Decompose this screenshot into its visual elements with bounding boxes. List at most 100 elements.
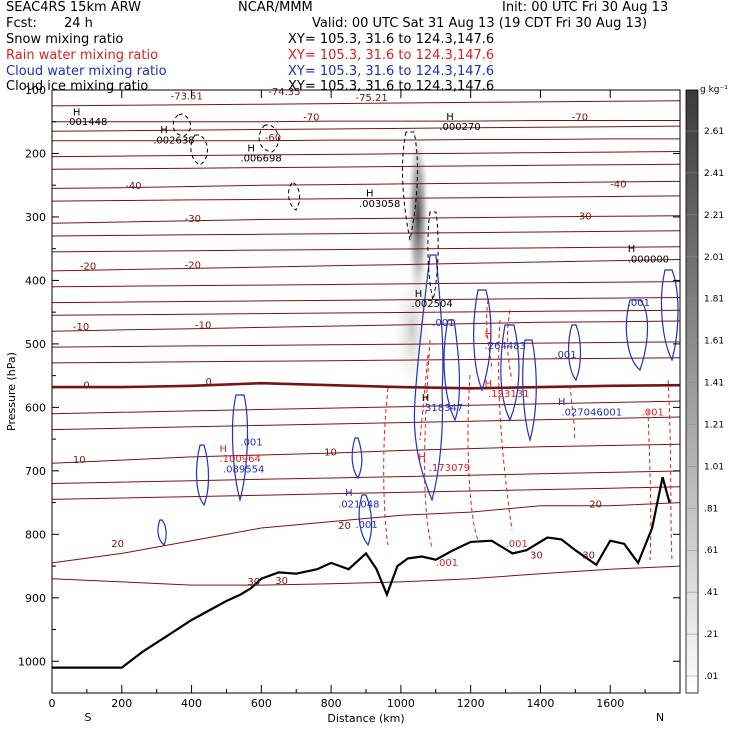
terrain-line [52, 476, 671, 669]
field-xy-rain: XY= 105.3, 31.6 to 124.3,147.6 [288, 48, 495, 63]
contour-label: .002638 [153, 135, 194, 146]
contour-label: 30 [582, 550, 595, 561]
contour-label: H [415, 289, 423, 300]
contour-label: .001 [356, 520, 378, 531]
x-tick-label: 1200 [457, 697, 485, 710]
isotherm-line [51, 281, 681, 288]
valid-time: Valid: 00 UTC Sat 31 Aug 13 (19 CDT Fri … [312, 16, 648, 31]
isotherm-0 [52, 381, 681, 390]
contour-label: H [485, 379, 493, 390]
colorbar-tick-label: 1.21 [704, 420, 724, 430]
isotherm--30 [51, 215, 681, 224]
contour-label: -40 [610, 180, 626, 191]
colorbar-tick-label: 2.41 [704, 169, 724, 179]
y-tick-label: 200 [25, 147, 46, 160]
contour-label: .003058 [359, 199, 400, 210]
contour-label: -73.51 [171, 92, 203, 103]
contour-label: -40 [125, 181, 141, 192]
y-tick-label: 100 [25, 84, 46, 97]
contour-label: H [160, 125, 168, 136]
contour-label: -20 [185, 260, 201, 271]
colorbar-tick-label: .21 [704, 630, 718, 640]
isotherm-line [51, 309, 681, 316]
colorbar-tick-label: 1.81 [704, 295, 724, 305]
contour-label: -75.21 [356, 93, 388, 104]
contour-label: H [220, 444, 228, 455]
contour-label: .001 [432, 318, 454, 329]
isotherm-10 [51, 443, 681, 464]
isotherm-30 [51, 565, 681, 586]
contour-label: -60 [265, 133, 281, 144]
cloud-ice-contour [258, 124, 301, 211]
contour-label: .001 [436, 558, 458, 569]
contour-label: H [366, 189, 374, 200]
contour-label: H [558, 397, 566, 408]
contour-label: .001 [642, 408, 664, 419]
contour-label: .021048 [338, 500, 379, 511]
cloud-ice-contour [402, 131, 418, 241]
isotherm--10 [51, 320, 681, 332]
isotherm-line [51, 416, 681, 431]
rain-contour [383, 319, 513, 549]
contour-label: .000270 [439, 122, 480, 133]
contour-label: 30 [530, 550, 543, 561]
y-tick-label: 400 [25, 274, 46, 287]
colorbar-tick-label: 2.01 [704, 253, 724, 263]
isotherm--20 [51, 259, 681, 272]
isotherm--70 [52, 120, 680, 123]
contour-label: H [628, 244, 636, 255]
contour-label: H [345, 488, 353, 499]
isotherm--40 [51, 180, 681, 189]
contour-label: .001 [554, 350, 576, 361]
isotherm-line [51, 297, 681, 304]
isotherm-line [51, 357, 681, 364]
field-xy-cloud-water: XY= 105.3, 31.6 to 124.3,147.6 [288, 64, 495, 79]
colorbar-tick-label: 2.61 [704, 127, 724, 137]
contour-label: .123131 [488, 389, 529, 400]
contour-label: .006698 [240, 154, 281, 165]
rain-contour [486, 299, 673, 561]
contour-label: 0 [83, 380, 89, 391]
contour-label: -70 [303, 113, 319, 124]
field-name-snow: Snow mixing ratio [6, 32, 124, 47]
contour-label: 10 [324, 448, 337, 459]
contour-label: .001 [240, 438, 262, 449]
colorbar-tick-label: .81 [704, 504, 718, 514]
cloud-water-contour [157, 519, 167, 546]
x-tick-label: 200 [111, 697, 132, 710]
contour-label: .173079 [429, 463, 470, 474]
x-tick-label: 800 [321, 697, 342, 710]
field-xy-snow: XY= 105.3, 31.6 to 124.3,147.6 [288, 32, 495, 47]
colorbar-scale [685, 89, 699, 694]
x-tick-label: 1600 [596, 697, 624, 710]
contour-label: .002504 [411, 299, 452, 310]
y-tick-label: 600 [25, 401, 46, 414]
x-end-label-left: S [85, 711, 92, 724]
contour-label: .001 [600, 408, 622, 419]
contour-label: H [247, 144, 255, 155]
cloud-water-contour [351, 437, 373, 547]
x-tick-label: 0 [49, 697, 56, 710]
colorbar-tick-label: .01 [704, 672, 718, 682]
contour-label: 30 [247, 577, 260, 588]
contour-label: H [73, 107, 81, 118]
contour-label: -20 [80, 262, 96, 273]
isotherm-line [51, 486, 681, 500]
y-axis-label: Pressure (hPa) [5, 352, 18, 431]
mixing-ratio-contours [157, 113, 679, 561]
x-axis-label: Distance (km) [327, 712, 404, 725]
isotherm-line [51, 230, 681, 237]
model-title: SEAC4RS 15km ARW [6, 0, 142, 15]
temperature-contours [51, 100, 681, 586]
contour-label: -10 [73, 322, 89, 333]
colorbar: 2.61 2.41 2.21 2.01 1.81 1.61 1.41 1.21 1.01 .81.… [685, 85, 728, 694]
field-name-cloud-water: Cloud water mixing ratio [6, 64, 167, 79]
colorbar-tick-label: .61 [704, 546, 718, 556]
colorbar-tick-label: 2.21 [704, 211, 724, 221]
colorbar-tick-label: 1.61 [704, 337, 724, 347]
cloud-water-contour [567, 269, 679, 382]
center-title: NCAR/MMM [238, 0, 313, 15]
isotherm-line [51, 100, 681, 107]
contour-label: 0 [206, 377, 212, 388]
